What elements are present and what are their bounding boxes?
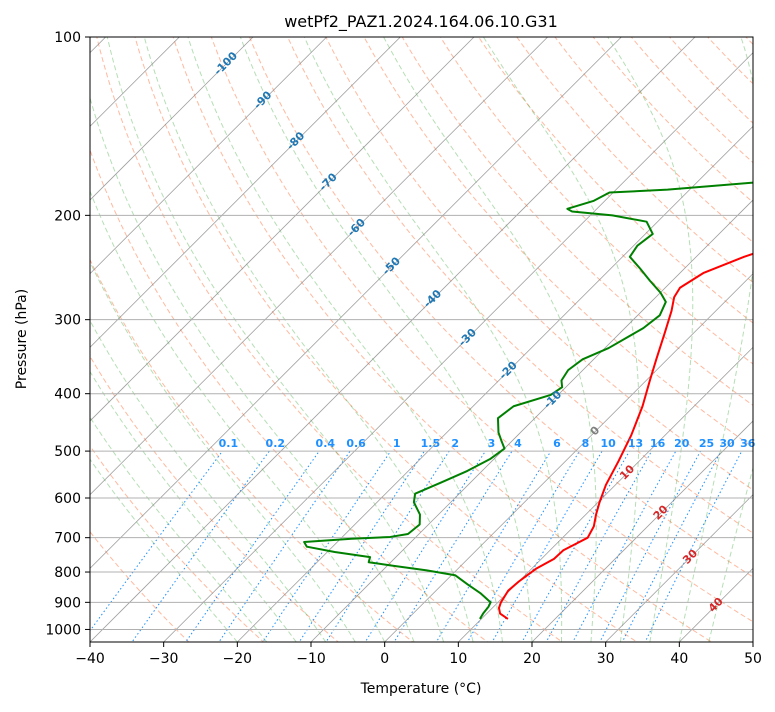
mixing-ratio-label: 0.6: [346, 437, 366, 450]
dry-adiabat: [248, 37, 753, 578]
dewpoint-line: [303, 181, 753, 620]
mixing-ratio-label: 13: [628, 437, 643, 450]
x-axis-ticks: −40 −30 −20 −10 0 10 20 30 40 50: [75, 642, 762, 667]
isotherm-line: [90, 37, 622, 569]
mixing-ratio-labels: 0.1 0.2 0.4 0.6 1 1.5 2 3 4 6 8 10 13 16 20 25 30 36: [219, 437, 756, 450]
x-axis-label: Temperature (°C): [360, 681, 482, 697]
mixing-ratio-label: 1: [393, 437, 401, 450]
moist-adiabat: [383, 37, 597, 642]
moist-adiabat: [678, 37, 753, 642]
x-tick-label: −30: [149, 651, 179, 667]
mixing-ratio-label: 36: [740, 437, 756, 450]
mixing-ratio-label: 0.4: [316, 437, 336, 450]
y-axis-ticks: 100 200 300 400 500 600 700 800 900 1000: [45, 30, 90, 638]
y-tick-label: 900: [54, 595, 81, 611]
dry-adiabat: [210, 37, 753, 623]
profile-series: [303, 181, 753, 620]
moist-adiabat: [143, 37, 474, 642]
dry-adiabat: [90, 355, 339, 642]
isotherm-line: [384, 273, 753, 642]
moist-adiabat: [482, 37, 640, 642]
dry-adiabat: [287, 37, 753, 534]
mixing-ratio-label: 4: [514, 437, 522, 450]
y-tick-label: 700: [54, 531, 81, 547]
chart-title: wetPf2_PAZ1.2024.164.06.10.G31: [284, 12, 558, 32]
x-tick-label: 40: [670, 651, 688, 667]
x-tick-label: −20: [223, 651, 253, 667]
moist-adiabat: [90, 458, 238, 642]
x-tick-label: −10: [296, 651, 326, 667]
moist-adiabat: [303, 37, 563, 642]
dry-adiabat: [363, 37, 753, 448]
mixing-ratio-label: 1.5: [421, 437, 441, 450]
dry-adiabat: [134, 37, 638, 642]
y-tick-label: 600: [54, 491, 81, 507]
dry-adiabat: [90, 258, 414, 642]
isotherm-line: [236, 125, 753, 642]
y-axis-label: Pressure (hPa): [14, 289, 30, 389]
dry-adiabat: [172, 37, 713, 642]
moist-adiabat: [106, 37, 445, 642]
mixing-ratio-label: 0.1: [219, 437, 239, 450]
y-tick-label: 300: [54, 313, 81, 329]
dry-adiabat: [90, 531, 190, 642]
moist-adiabats: [90, 37, 753, 642]
y-tick-label: 1000: [45, 622, 81, 638]
x-tick-label: 0: [380, 651, 389, 667]
dry-adiabat: [90, 445, 265, 642]
pressure-gridlines: [90, 37, 753, 630]
moist-adiabat: [607, 37, 694, 642]
isotherm-line: [605, 494, 753, 642]
isotherm-line: [90, 37, 328, 275]
isotherm-line: [163, 52, 753, 642]
dry-adiabat: [477, 37, 753, 324]
y-tick-label: 200: [54, 208, 81, 224]
isotherm-line: [90, 37, 696, 642]
y-tick-label: 100: [54, 30, 81, 46]
mixing-ratio-label: 20: [674, 437, 690, 450]
moist-adiabat: [90, 189, 386, 642]
dry-adiabat: [90, 148, 489, 642]
moist-adiabat: [708, 466, 753, 642]
isotherm-line: [90, 37, 401, 348]
mixing-ratio-label: 25: [699, 437, 714, 450]
mixing-ratio-label: 10: [600, 437, 616, 450]
mixing-ratio-label: 2: [451, 437, 459, 450]
isotherm-line: [310, 199, 753, 642]
moist-adiabat: [90, 319, 327, 642]
x-tick-label: 10: [449, 651, 467, 667]
x-tick-label: 50: [744, 651, 762, 667]
mixing-ratio-label: 3: [488, 437, 496, 450]
mixing-ratio-label: 8: [582, 437, 590, 450]
isotherm-line: [90, 37, 475, 422]
isotherms: [90, 37, 753, 642]
moist-adiabat: [90, 260, 356, 642]
x-tick-label: 30: [597, 651, 615, 667]
isotherm-line: [90, 37, 254, 201]
x-tick-label: 20: [523, 651, 541, 667]
y-tick-label: 500: [54, 444, 81, 460]
y-tick-label: 800: [54, 565, 81, 581]
mixing-ratio-label: 6: [553, 437, 561, 450]
isotherm-line: [457, 346, 753, 642]
isotherm-line: [90, 37, 180, 127]
mixing-ratio-label: 16: [650, 437, 666, 450]
x-tick-label: −40: [75, 651, 105, 667]
dry-adiabat: [401, 37, 753, 406]
y-tick-label: 400: [54, 387, 81, 403]
moist-adiabat: [187, 37, 504, 642]
mixing-ratio-label: 30: [719, 437, 735, 450]
temperature-line: [497, 252, 753, 620]
mixing-ratio-label: 0.2: [266, 437, 286, 450]
plot-frame: [89, 36, 754, 643]
isotherm-line: [90, 37, 549, 496]
isotherm-line: [531, 420, 753, 642]
moist-adiabat: [90, 416, 268, 642]
moist-adiabat: [239, 37, 533, 642]
